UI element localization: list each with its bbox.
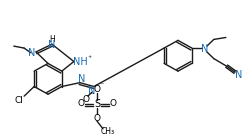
Text: O: O — [110, 99, 116, 108]
Text: O: O — [93, 114, 101, 123]
Text: ⁻: ⁻ — [100, 80, 104, 89]
Text: O: O — [93, 85, 101, 94]
Text: CH₃: CH₃ — [101, 127, 115, 136]
Text: N: N — [201, 44, 209, 54]
Text: N: N — [48, 40, 56, 50]
Text: ⁺: ⁺ — [88, 54, 92, 63]
Text: N: N — [88, 86, 96, 96]
Text: O: O — [82, 95, 89, 104]
Text: S: S — [94, 99, 100, 109]
Text: H: H — [49, 35, 55, 44]
Text: O: O — [78, 99, 84, 108]
Text: ⁻: ⁻ — [90, 91, 94, 100]
Text: N: N — [235, 70, 242, 80]
Text: Cl: Cl — [15, 96, 24, 105]
Text: NH: NH — [74, 57, 88, 67]
Text: N: N — [28, 48, 36, 58]
Text: N: N — [78, 74, 85, 84]
